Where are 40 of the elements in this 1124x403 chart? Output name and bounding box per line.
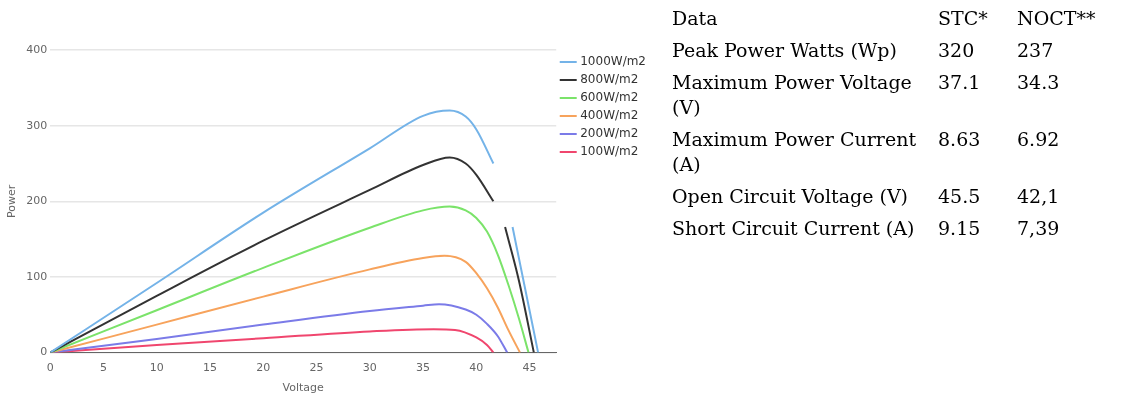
x-tick-label: 45 (522, 361, 537, 375)
y-tick-label: 200 (26, 194, 48, 208)
x-tick-label: 40 (469, 361, 484, 375)
text: Peak Power Watts (Wp) (672, 38, 898, 63)
legend-label: 600W/m2 (580, 90, 639, 105)
y-axis-title: Power (5, 184, 19, 218)
legend-label: 400W/m2 (580, 108, 639, 123)
legend-label: 100W/m2 (580, 144, 639, 159)
legend-label: 200W/m2 (580, 126, 639, 141)
y-tick-label: 400 (26, 42, 48, 56)
x-axis-title: Voltage (282, 381, 325, 395)
text: 8.63 (938, 127, 982, 152)
text: 42,1 (1017, 184, 1061, 209)
x-tick-label: 5 (99, 361, 107, 375)
text: Short Circuit Current (A) (672, 216, 916, 241)
y-tick-label: 0 (40, 345, 48, 359)
text: 7,39 (1017, 216, 1061, 241)
x-tick-label: 30 (362, 361, 377, 375)
text: STC* (938, 6, 989, 31)
legend-label: 1000W/m2 (580, 54, 647, 69)
y-tick-label: 300 (26, 118, 48, 132)
text: Open Circuit Voltage (V) (672, 184, 910, 209)
text: 320 (938, 38, 976, 63)
text: 34.3 (1017, 70, 1061, 95)
legend-label: 800W/m2 (580, 72, 639, 87)
text: 237 (1017, 38, 1055, 63)
x-tick-label: 15 (203, 361, 217, 375)
x-tick-label: 25 (309, 361, 324, 375)
y-tick-label: 100 (26, 269, 48, 283)
text: Maximum Power Current (A) (672, 127, 918, 177)
text: NOCT** (1017, 6, 1097, 31)
x-tick-label: 10 (149, 361, 164, 375)
text: Maximum Power Voltage (V) (672, 70, 913, 120)
x-tick-label: 35 (416, 361, 431, 375)
text: 37.1 (938, 70, 982, 95)
text: 6.92 (1017, 127, 1061, 152)
x-tick-label: 20 (256, 361, 271, 375)
text: 45.5 (938, 184, 982, 209)
text: 9.15 (938, 216, 982, 241)
text: Data (672, 6, 719, 31)
